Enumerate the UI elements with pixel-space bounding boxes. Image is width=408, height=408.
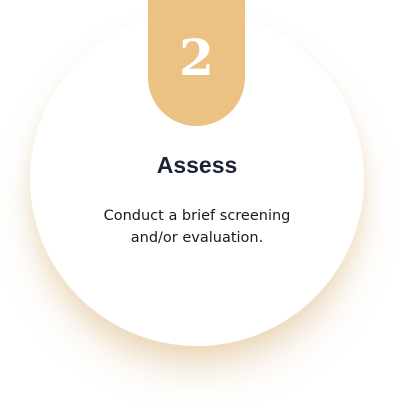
step-number: 2 <box>179 28 214 87</box>
step-title: Assess <box>156 152 238 178</box>
step-description: Conduct a brief screening and/or evaluat… <box>103 208 291 246</box>
step-number-badge: 2 <box>148 0 245 126</box>
